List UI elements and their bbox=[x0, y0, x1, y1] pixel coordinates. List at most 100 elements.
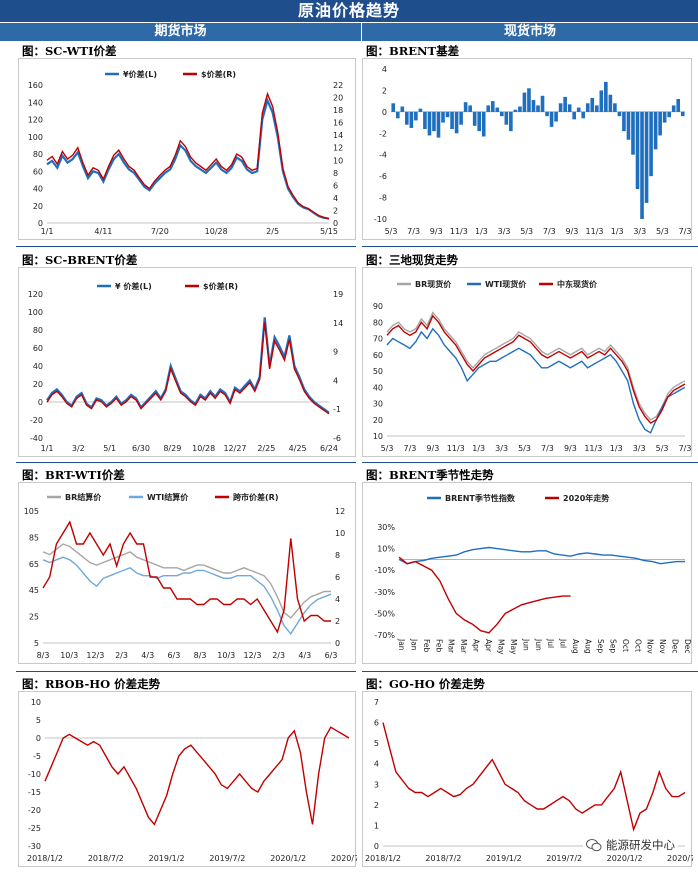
y2-tick-label: 12 bbox=[333, 144, 343, 153]
y-tick-label: 60 bbox=[33, 167, 43, 176]
y-tick-label: 80 bbox=[373, 318, 383, 327]
bar bbox=[445, 111, 450, 118]
x-tick-label: 2/5 bbox=[266, 227, 279, 236]
futures-market-header: 期货市场 bbox=[0, 23, 361, 41]
bar bbox=[613, 103, 617, 112]
divider bbox=[16, 462, 356, 463]
panel-title-sc-brent: 图：SC-BRENT价差 bbox=[22, 253, 138, 267]
x-tick-label: 2019/7/2 bbox=[209, 854, 245, 863]
bar bbox=[572, 111, 576, 120]
legend-label: 中东现货价 bbox=[557, 279, 598, 289]
x-tick-label: 2019/1/2 bbox=[149, 854, 185, 863]
chart-rbob-ho: -30 -25 -20 -15 -10 -5 0 5 10 2018/1/2 2018/7/2 201… bbox=[18, 691, 367, 867]
x-tick-label: 2020/1/2 bbox=[270, 854, 306, 863]
y2-tick-label: 8 bbox=[335, 551, 340, 560]
chart-brt-wti: 5 25 45 65 85 105 0 2 4 6 8 10 12 8/3 10/3 12/3 2/3 4/3 6/… bbox=[18, 482, 356, 664]
y-tick-label: 1 bbox=[374, 821, 379, 830]
y-tick-label: 6 bbox=[374, 719, 379, 728]
x-tick-label: 2020/1/2 bbox=[607, 854, 643, 863]
y-tick-label: -20 bbox=[28, 806, 41, 815]
y2-tick-label: -1 bbox=[333, 405, 341, 414]
bar bbox=[554, 111, 558, 122]
y-tick-label: -2 bbox=[379, 129, 387, 138]
series-line bbox=[386, 314, 686, 424]
bar bbox=[527, 88, 531, 112]
x-tick-label: 2018/1/2 bbox=[27, 854, 63, 863]
y-tick-label: 0 bbox=[382, 108, 387, 117]
bar bbox=[427, 111, 432, 136]
x-tick-label: Jan bbox=[397, 638, 406, 651]
legend-label: $价差(R) bbox=[201, 69, 236, 79]
bar bbox=[531, 100, 536, 112]
x-tick-label: Apr bbox=[484, 639, 493, 653]
y2-tick-label: 20 bbox=[333, 94, 343, 103]
x-tick-label: 4/11 bbox=[94, 227, 112, 236]
x-tick-label: Aug bbox=[584, 639, 593, 654]
y-tick-label: 45 bbox=[29, 586, 39, 595]
y2-tick-label: 0 bbox=[333, 219, 338, 228]
x-tick-label: 10/28 bbox=[192, 444, 215, 453]
x-tick-label: 9/3 bbox=[430, 227, 443, 236]
series-line bbox=[46, 317, 330, 414]
x-tick-label: Nov bbox=[658, 639, 667, 654]
x-tick-label: Apr bbox=[472, 639, 481, 653]
x-tick-label: 3/3 bbox=[633, 227, 646, 236]
x-tick-label: 5/3 bbox=[656, 444, 669, 453]
x-tick-label: 12/27 bbox=[223, 444, 246, 453]
x-tick-label: 2020/7/2 bbox=[331, 854, 357, 863]
bar bbox=[463, 102, 468, 112]
y-tick-label: 4 bbox=[374, 760, 379, 769]
panel-title-brt-wti: 图：BRT-WTI价差 bbox=[22, 468, 125, 482]
x-tick-label: 4/3 bbox=[141, 651, 154, 660]
x-tick-label: 3/2 bbox=[72, 444, 85, 453]
spot-market-header: 现货市场 bbox=[362, 23, 698, 41]
chart-brent-seasonal: -70% -50% -30% -10% 10% 30% Jan Jan Feb Feb Mar Mar… bbox=[362, 482, 692, 664]
legend-label: ¥ 价差(L) bbox=[115, 281, 152, 291]
bar bbox=[640, 111, 644, 219]
x-tick-label: Jul bbox=[546, 638, 555, 648]
y-tick-label: 0 bbox=[36, 734, 41, 743]
bar bbox=[436, 111, 441, 138]
y2-tick-label: 2 bbox=[333, 206, 338, 215]
x-tick-label: 4/3 bbox=[298, 651, 311, 660]
panel-title-rbob-ho: 图：RBOB-HO 价差走势 bbox=[22, 677, 161, 691]
bar bbox=[635, 111, 640, 189]
x-tick-label: May bbox=[496, 639, 505, 655]
y-tick-label: 10 bbox=[373, 432, 383, 441]
y-tick-label: 80 bbox=[33, 326, 43, 335]
bar bbox=[481, 111, 486, 137]
x-tick-label: 7/3 bbox=[543, 227, 556, 236]
bar bbox=[540, 95, 545, 112]
x-tick-label: 3/3 bbox=[498, 227, 511, 236]
x-tick-label: 6/30 bbox=[132, 444, 150, 453]
x-tick-label: Mar bbox=[459, 639, 468, 654]
y-tick-label: 100 bbox=[28, 308, 43, 317]
x-tick-label: Oct bbox=[633, 639, 642, 652]
x-tick-label: 2/3 bbox=[272, 651, 285, 660]
bar bbox=[490, 101, 495, 112]
chart-sc-wti: 0 20 40 60 80 100 120 140 160 0 2 4 6 8 10 12 14 16 18 20 22… bbox=[18, 58, 356, 240]
y-tick-label: 160 bbox=[28, 81, 43, 90]
y-tick-label: 5 bbox=[374, 739, 379, 748]
x-tick-label: 11/3 bbox=[447, 444, 465, 453]
y-tick-label: 50 bbox=[373, 367, 383, 376]
y2-tick-label: 22 bbox=[333, 81, 343, 90]
x-tick-label: Sep bbox=[596, 639, 605, 653]
y-tick-label: 3 bbox=[374, 780, 379, 789]
x-tick-label: 6/24 bbox=[320, 444, 338, 453]
y-tick-label: -5 bbox=[33, 752, 41, 761]
legend-label: WTI结算价 bbox=[147, 492, 189, 502]
bar bbox=[432, 111, 436, 132]
chart-three-spot: 10 20 30 40 50 60 70 80 90 5/3 7/3 9/3 11/3 1/3 3/3 5/3… bbox=[362, 267, 692, 457]
y-tick-label: 60 bbox=[373, 351, 383, 360]
bar bbox=[513, 109, 518, 112]
x-tick-label: 1/1 bbox=[41, 227, 54, 236]
x-tick-label: 5/3 bbox=[385, 227, 398, 236]
series-line bbox=[398, 556, 571, 634]
y-tick-label: -70% bbox=[374, 631, 395, 640]
y-tick-label: 0 bbox=[38, 398, 43, 407]
series-line bbox=[46, 322, 330, 415]
y2-tick-label: -6 bbox=[333, 434, 341, 443]
x-tick-label: 5/3 bbox=[656, 227, 669, 236]
y-tick-label: -25 bbox=[28, 824, 41, 833]
